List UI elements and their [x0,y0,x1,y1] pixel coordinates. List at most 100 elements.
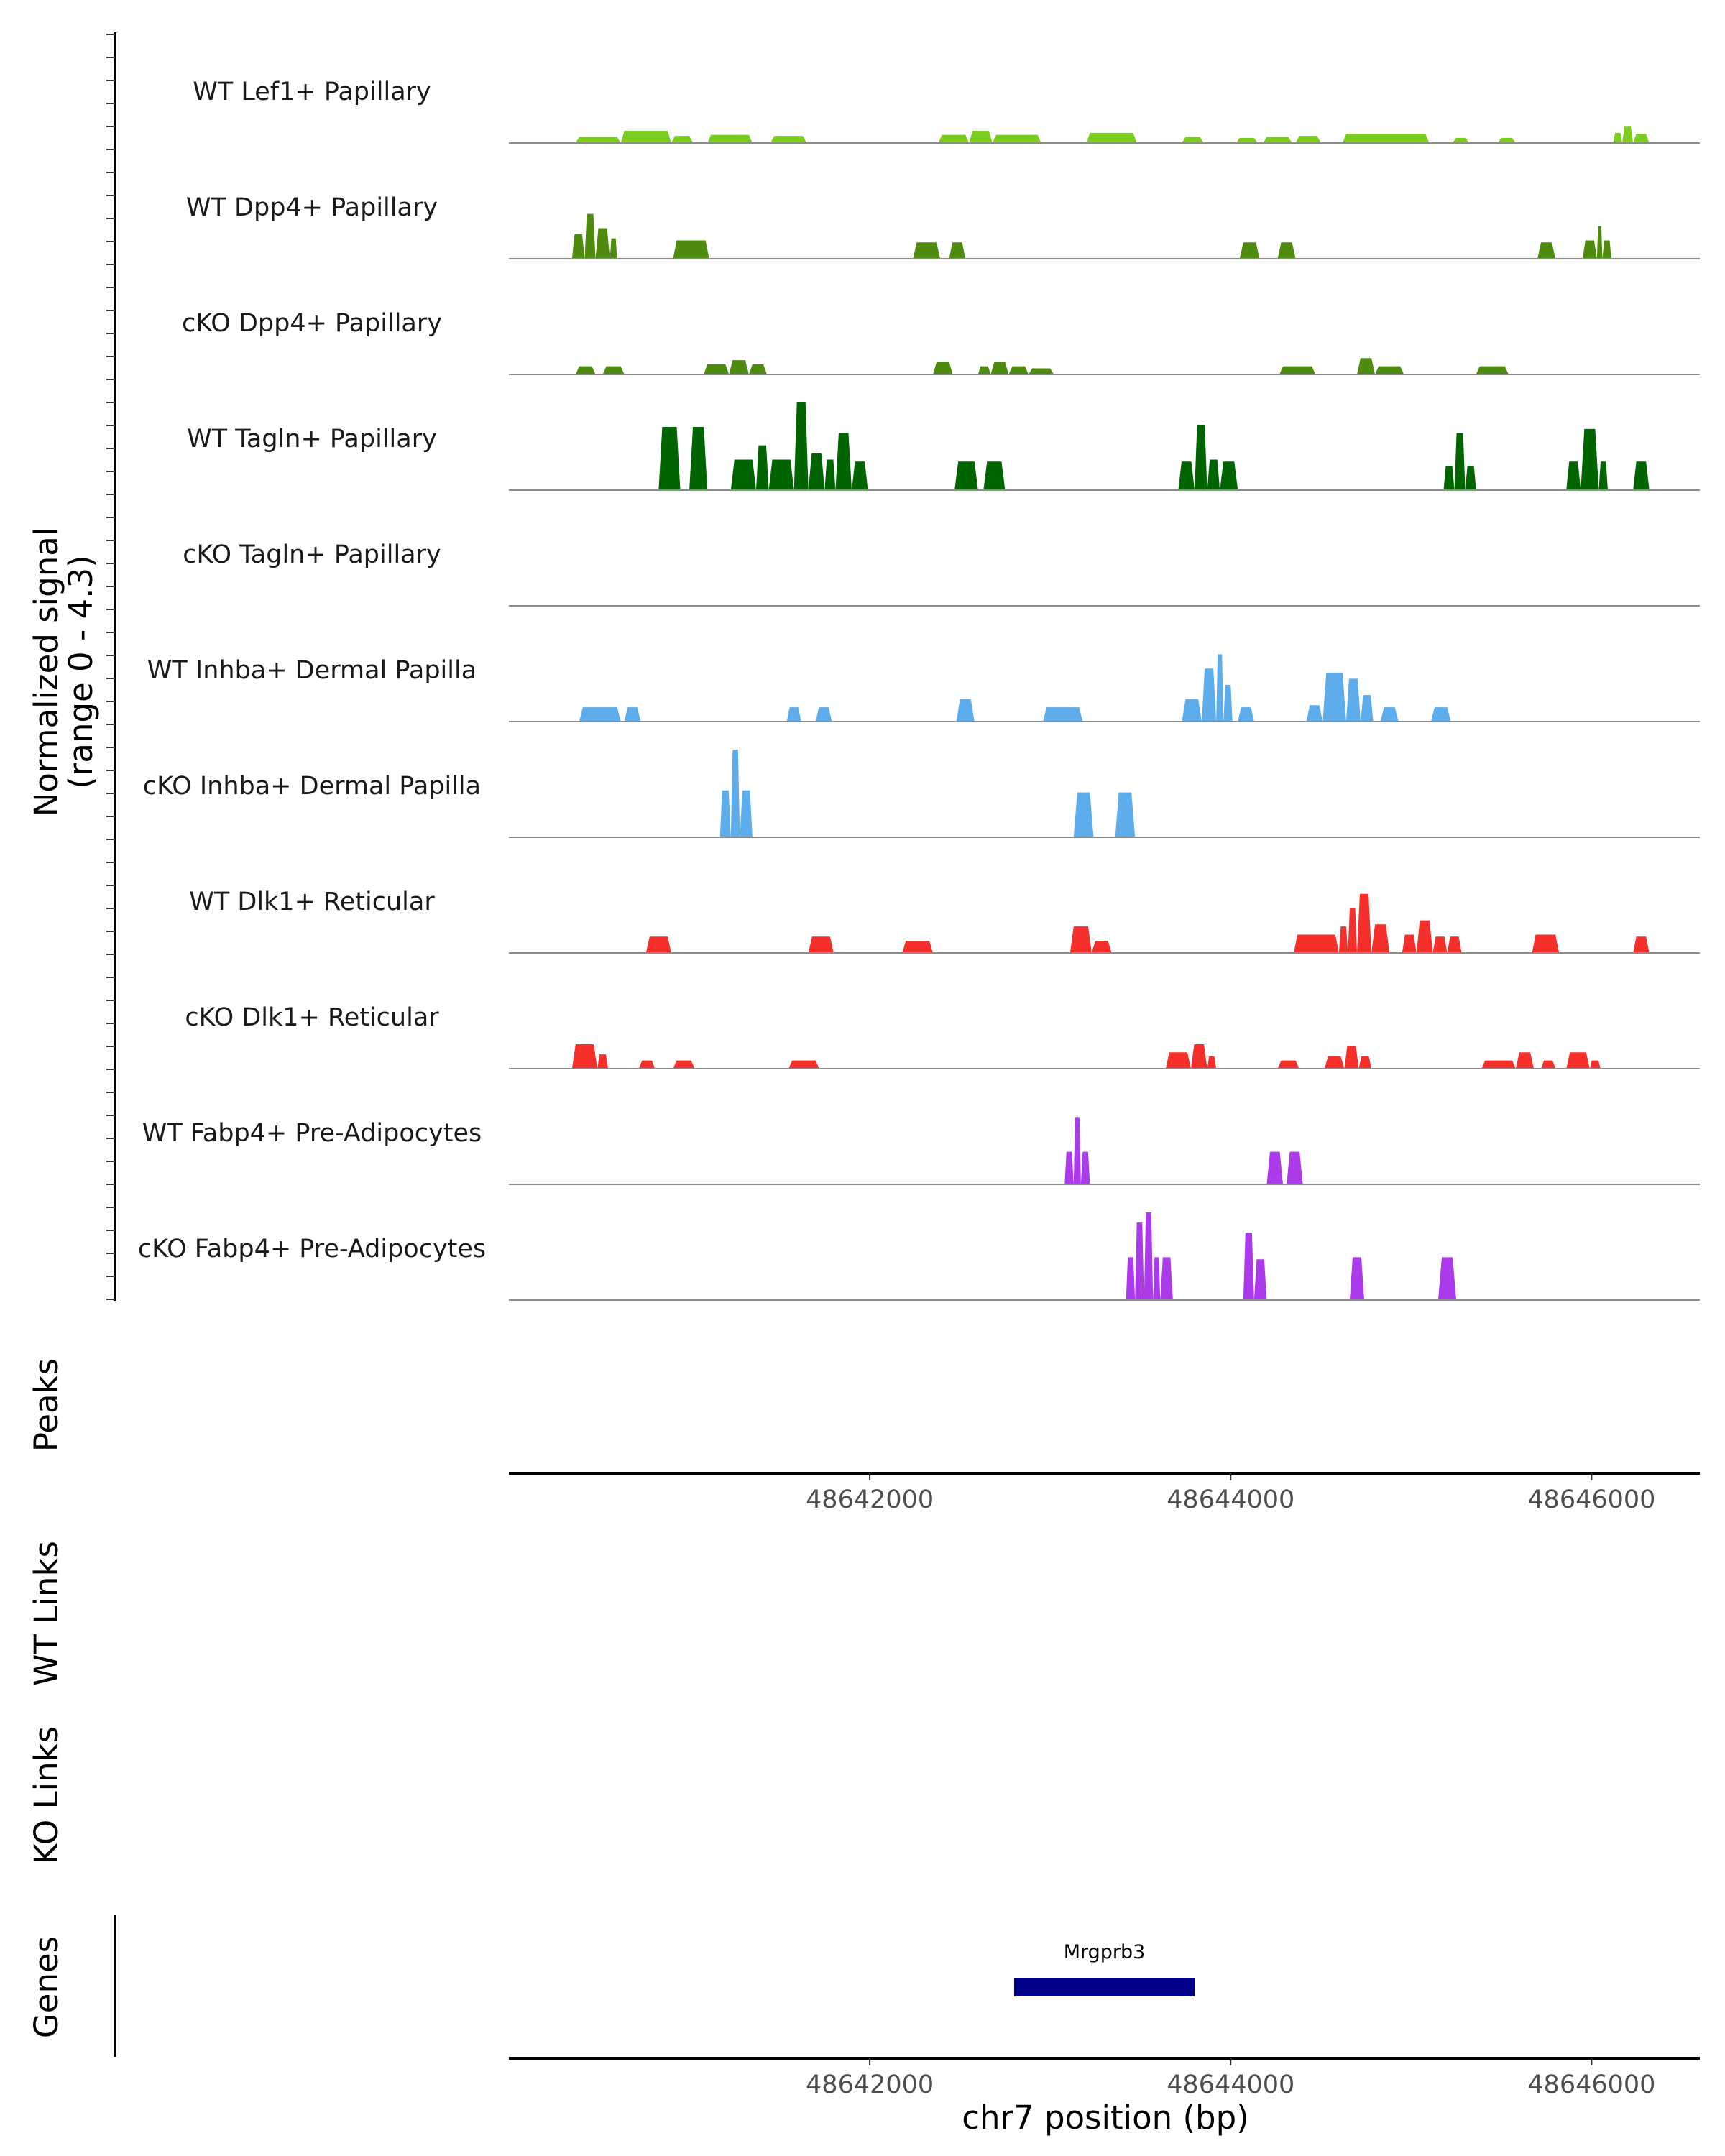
signal-area [992,134,1041,143]
signal-area [597,1054,609,1069]
signal-area [1070,926,1092,953]
signal-area [719,790,731,837]
track-6: WT Inhba+ Dermal Papilla [147,654,1700,722]
signal-area [1344,1046,1359,1069]
signal-area [624,707,641,722]
signal-area [1160,1257,1173,1300]
signal-area [1115,792,1136,837]
signal-area [1361,695,1374,722]
signal-area [794,402,809,490]
signal-area [1402,934,1417,953]
signal-area [1416,920,1433,953]
signal-area [913,242,941,259]
signal-area [1126,1257,1136,1300]
signal-area [949,242,966,259]
signal-area [1598,461,1608,490]
signal-area [1223,684,1233,722]
signal-area [571,1044,598,1069]
signal-area [1153,1257,1161,1300]
signal-area [1324,1056,1345,1069]
signal-area [983,461,1006,490]
track-4: WT Tagln+ Papillary [187,402,1700,491]
signal-area [1537,242,1556,259]
signal-area [1207,1056,1217,1069]
track-label: WT Dpp4+ Papillary [186,193,438,222]
signal-area [1375,366,1404,374]
track-label: cKO Dpp4+ Papillary [182,309,442,338]
signal-area [1481,1060,1516,1069]
gene-body [1013,1978,1195,1996]
x-tick-label: 48646000 [1527,2070,1655,2099]
signal-area [1602,240,1611,259]
track-7: cKO Inhba+ Dermal Papilla [143,750,1700,838]
signal-area [673,240,709,259]
signal-area [571,234,585,259]
signal-area [1371,924,1390,953]
signal-area [990,361,1009,374]
signal-area [1633,134,1650,143]
signal-area [938,134,970,143]
signal-area [1541,1060,1556,1069]
wt-links-track-label: WT Links [27,1541,65,1686]
genes-x-axis: 48642000 48644000 48646000 [509,2057,1700,2099]
signal-area [1091,940,1112,953]
signal-area [1349,1257,1365,1300]
signal-area [755,445,769,490]
signal-area [1029,368,1054,374]
signal-area [824,459,836,490]
gene-label: Mrgprb3 [1064,1941,1146,1963]
track-10: WT Fabp4+ Pre-Adipocytes [142,1117,1700,1185]
signal-area [808,936,834,953]
gene-annotations: Mrgprb3 [1013,1941,1195,1996]
signal-area [1622,126,1634,143]
signal-area [1279,366,1316,374]
track-label: WT Fabp4+ Pre-Adipocytes [142,1119,482,1148]
signal-area [1566,1052,1590,1069]
signal-area [1008,366,1029,374]
track-label: cKO Tagln+ Papillary [183,540,441,569]
signal-area [730,750,740,837]
signal-area [1178,461,1195,490]
signal-area [954,461,978,490]
track-11: cKO Fabp4+ Pre-Adipocytes [138,1212,1700,1301]
signal-area [1182,137,1204,143]
signal-area [1191,1044,1208,1069]
track-5: cKO Tagln+ Papillary [183,540,1700,607]
signal-area [1633,461,1650,490]
signal-area [1356,893,1372,953]
signal-area [740,790,753,837]
signal-area [1073,1117,1081,1184]
signal-area [748,364,768,374]
signal-area [1447,936,1462,953]
signal-area [1144,1212,1154,1300]
x-axis-title: chr7 position (bp) [962,2099,1249,2137]
signal-area [1064,1151,1074,1184]
signal-area [902,940,933,953]
signal-area [602,366,625,374]
x-tick-label: 48644000 [1167,2070,1294,2099]
signal-area [1195,425,1208,490]
signal-area [1358,1056,1372,1069]
signal-area [673,1060,695,1069]
signal-area [1263,137,1292,143]
signal-area [1497,137,1516,143]
track-label: cKO Dlk1+ Reticular [185,1003,439,1032]
signal-tracks: WT Lef1+ Papillary WT Dpp4+ Papillary cKO … [138,78,1700,1301]
track-9: cKO Dlk1+ Reticular [185,1003,1700,1069]
signal-area [1182,699,1202,722]
signal-area [1287,1151,1303,1184]
genes-track-label: Genes [27,1936,65,2038]
signal-area [1348,908,1357,953]
signal-area [689,427,708,490]
signal-area [808,453,825,490]
signal-area [1476,366,1509,374]
signal-area [579,707,621,722]
signal-area [978,366,991,374]
track-label: cKO Fabp4+ Pre-Adipocytes [138,1235,486,1263]
signal-area [1277,242,1296,259]
signal-area [835,433,852,490]
signal-area [788,1060,819,1069]
signal-area [1356,358,1376,374]
signal-area [575,137,621,143]
